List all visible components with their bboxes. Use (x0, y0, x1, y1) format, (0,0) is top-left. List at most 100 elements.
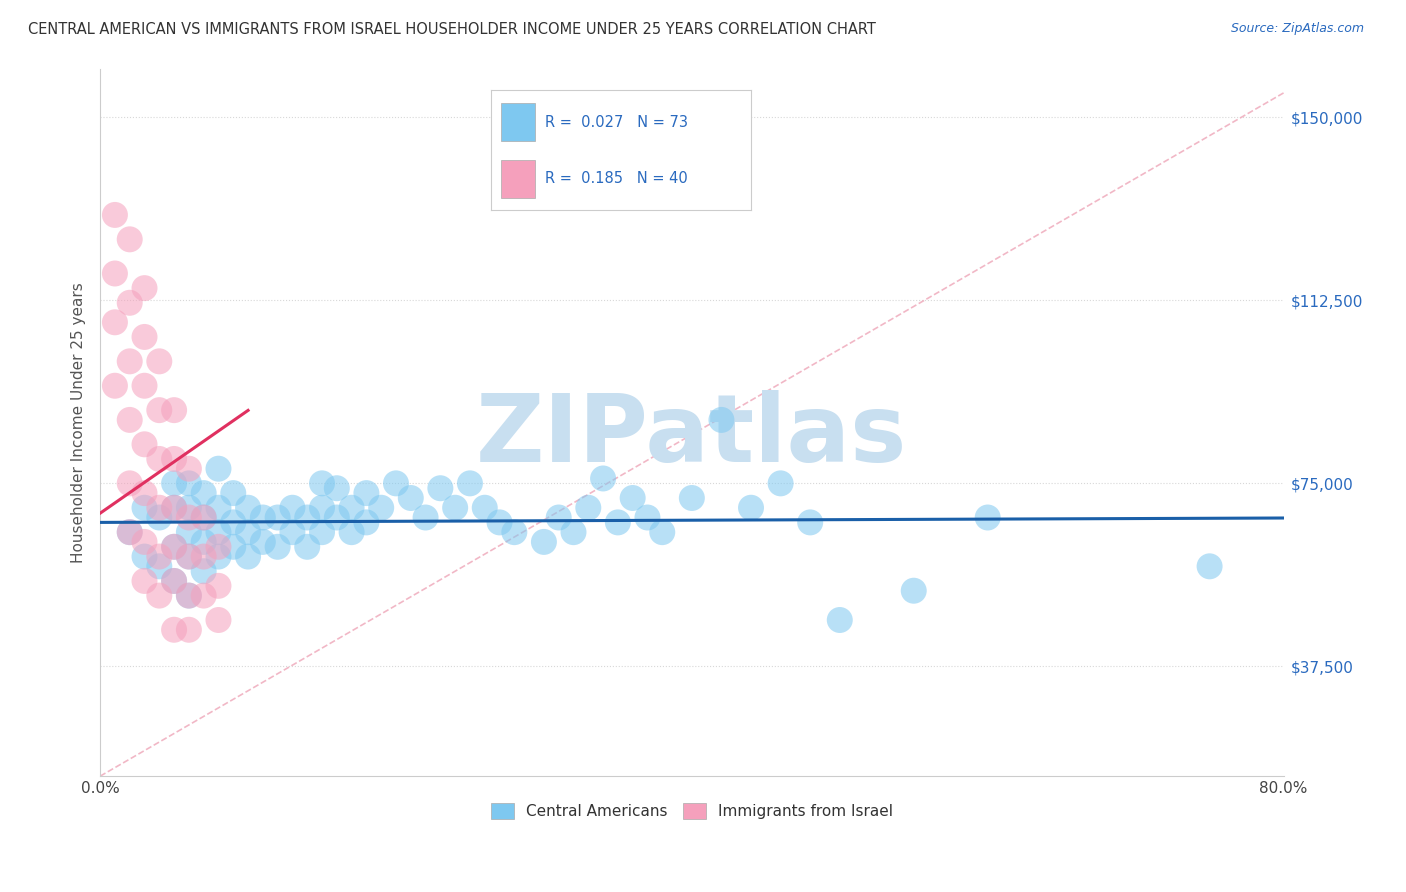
Point (651, 525, 673, 540)
Point (177, 510, 200, 524)
Point (118, 295, 141, 310)
Point (134, 281, 156, 295)
Point (118, 525, 141, 540)
Point (252, 510, 274, 524)
Point (429, 481, 451, 495)
Point (177, 500, 200, 515)
Point (163, 574, 186, 588)
Point (637, 510, 659, 524)
Point (562, 525, 585, 540)
Point (163, 540, 186, 554)
Point (148, 549, 170, 564)
Point (163, 500, 186, 515)
Point (148, 452, 170, 467)
Point (193, 535, 215, 549)
Point (399, 491, 422, 505)
Point (163, 623, 186, 637)
Point (222, 540, 245, 554)
Point (281, 500, 304, 515)
Point (134, 500, 156, 515)
Point (177, 549, 200, 564)
Legend: Central Americans, Immigrants from Israel: Central Americans, Immigrants from Israe… (485, 797, 898, 825)
Point (458, 476, 481, 491)
Point (222, 516, 245, 530)
Point (1198, 559, 1220, 574)
Point (533, 535, 555, 549)
Point (340, 500, 363, 515)
Point (236, 549, 259, 564)
Point (163, 452, 186, 467)
Point (236, 500, 259, 515)
Point (326, 481, 349, 495)
Point (104, 378, 127, 392)
Point (236, 525, 259, 540)
Point (148, 500, 170, 515)
Point (356, 516, 378, 530)
Point (207, 549, 229, 564)
Point (710, 413, 733, 427)
Point (148, 589, 170, 603)
Point (118, 525, 141, 540)
Point (385, 476, 408, 491)
Point (740, 500, 762, 515)
Point (193, 564, 215, 578)
Point (148, 510, 170, 524)
Point (134, 549, 156, 564)
Point (134, 535, 156, 549)
Point (207, 579, 229, 593)
Point (134, 437, 156, 451)
Point (177, 589, 200, 603)
Point (193, 510, 215, 524)
Point (163, 476, 186, 491)
Point (193, 486, 215, 500)
Point (177, 476, 200, 491)
Point (193, 549, 215, 564)
Point (104, 208, 127, 222)
Point (163, 574, 186, 588)
Point (311, 476, 333, 491)
Point (222, 486, 245, 500)
Point (297, 510, 319, 524)
Text: Source: ZipAtlas.com: Source: ZipAtlas.com (1230, 22, 1364, 36)
Point (547, 510, 569, 524)
Point (163, 403, 186, 417)
Point (207, 613, 229, 627)
Point (118, 413, 141, 427)
Point (326, 510, 349, 524)
Point (488, 516, 510, 530)
Point (266, 540, 288, 554)
Point (340, 525, 363, 540)
Point (311, 500, 333, 515)
Point (207, 525, 229, 540)
Point (828, 613, 851, 627)
Point (474, 500, 496, 515)
Point (281, 525, 304, 540)
Point (118, 476, 141, 491)
Point (134, 378, 156, 392)
Point (118, 354, 141, 368)
Point (681, 491, 703, 505)
Text: ZIPatlas: ZIPatlas (477, 391, 907, 483)
Point (356, 486, 378, 500)
Point (370, 500, 392, 515)
Point (177, 461, 200, 475)
Point (606, 516, 628, 530)
Point (576, 500, 599, 515)
Point (193, 589, 215, 603)
Point (134, 574, 156, 588)
Point (177, 623, 200, 637)
Point (415, 510, 437, 524)
Point (207, 500, 229, 515)
Point (799, 516, 821, 530)
Point (311, 525, 333, 540)
Point (163, 500, 186, 515)
Point (769, 476, 792, 491)
Y-axis label: Householder Income Under 25 years: Householder Income Under 25 years (72, 282, 86, 563)
Point (193, 510, 215, 524)
Point (148, 403, 170, 417)
Point (177, 549, 200, 564)
Point (163, 540, 186, 554)
Point (297, 540, 319, 554)
Point (148, 559, 170, 574)
Point (118, 232, 141, 246)
